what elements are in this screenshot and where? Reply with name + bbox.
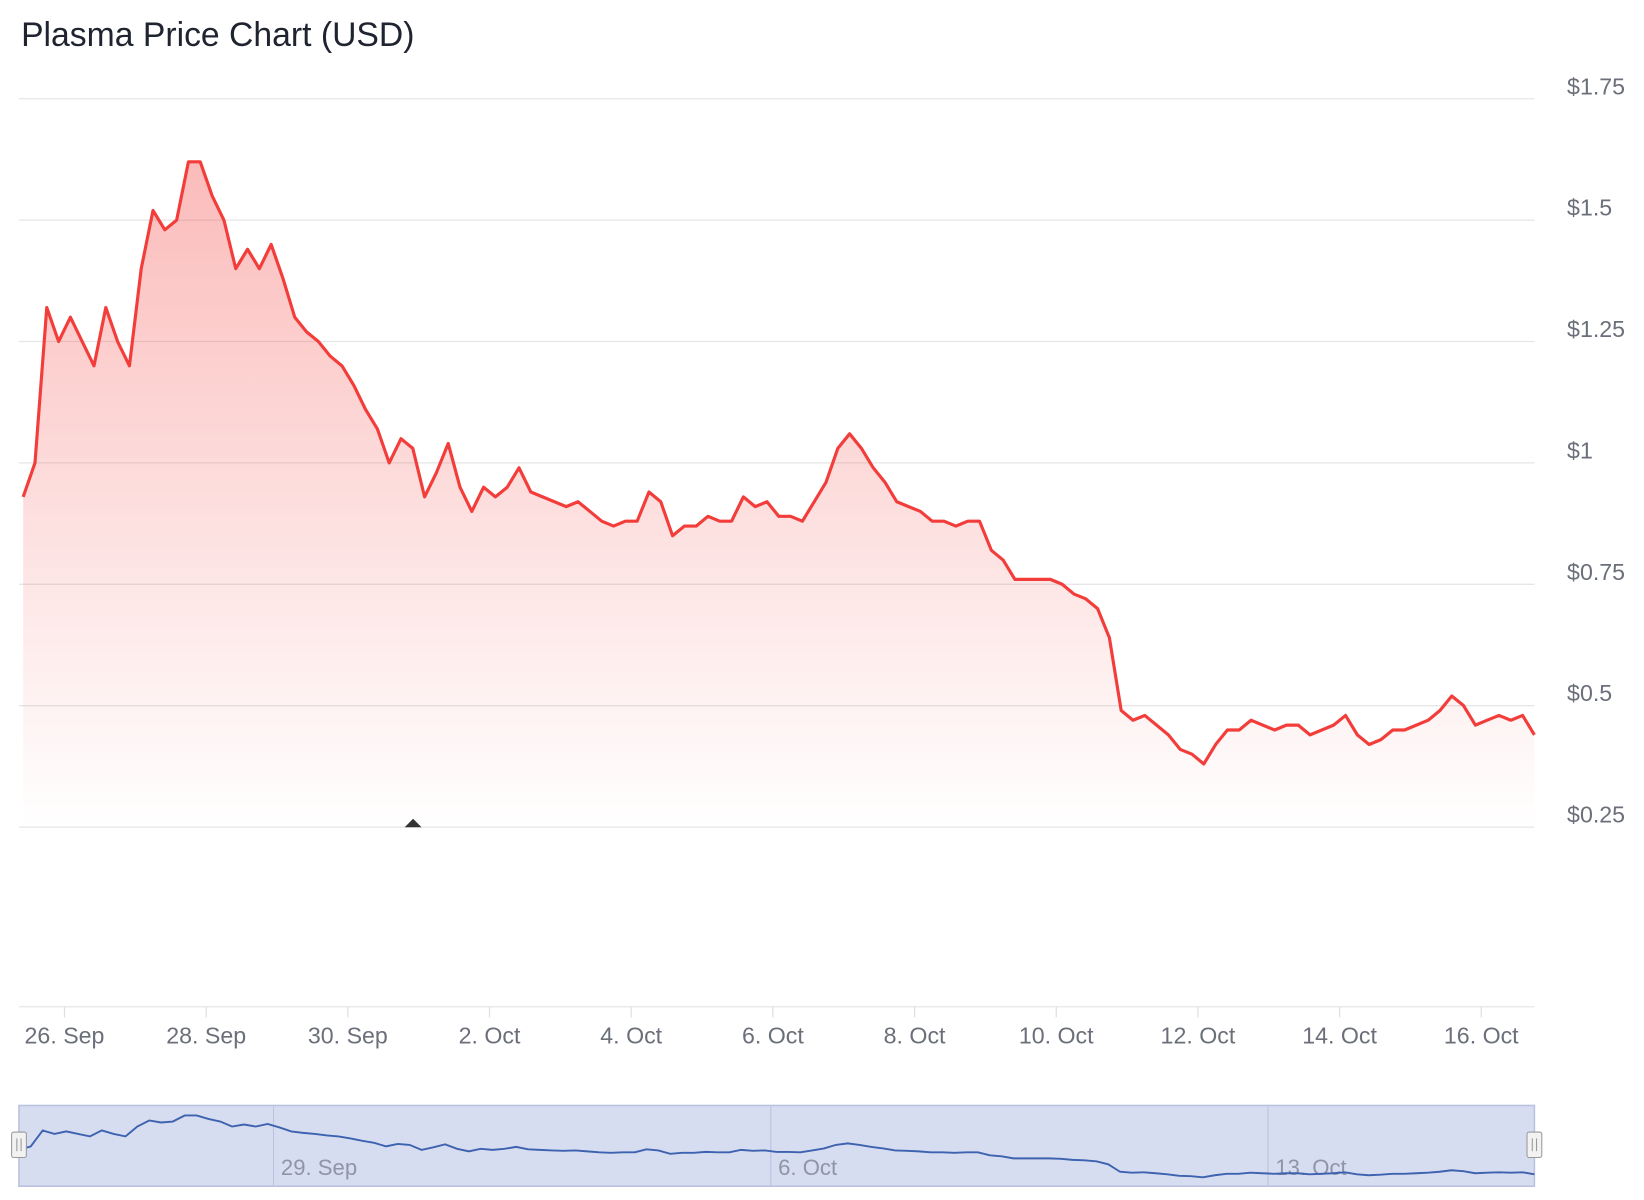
x-tick-label: 2. Oct [459,1023,521,1049]
navigator-handle-right[interactable] [1526,1131,1543,1159]
y-tick-label: $0.75 [1567,559,1625,585]
y-tick-label: $1 [1567,437,1593,463]
y-tick-label: $1.75 [1567,73,1625,99]
price-area [23,161,1535,1007]
x-tick-label: 8. Oct [884,1023,946,1049]
navigator: 29. Sep 6. Oct 13. Oct [18,1106,1535,1187]
price-line [21,160,1536,766]
x-tick-label: 30. Sep [308,1023,388,1049]
x-tick-label: 16. Oct [1444,1023,1519,1049]
x-tick-label: 26. Sep [25,1023,105,1049]
flag-marker [404,818,422,828]
y-tick-label: $1.5 [1567,195,1612,221]
navigator-tick-label: 6. Oct [778,1155,837,1180]
y-tick-label: $0.5 [1567,680,1612,706]
y-tick-label: $0.25 [1567,802,1625,828]
x-tick-label: 4. Oct [600,1023,662,1049]
chart-title: Plasma Price Chart (USD) [21,16,414,54]
navigator-line [18,1114,1535,1179]
x-tick-label: 10. Oct [1019,1023,1094,1049]
navigator-tick-label: 13. Oct [1275,1155,1346,1180]
x-tick-label: 12. Oct [1161,1023,1236,1049]
axes: $0.25 $0.5 $0.75 $1 $1.25 $1.5 $1.75 26. Sep 28.… [18,73,1625,1049]
navigator-tick-label: 29. Sep [281,1155,357,1180]
x-tick-label: 6. Oct [742,1023,804,1049]
x-tick-label: 28. Sep [166,1023,246,1049]
plot-area [21,160,1536,1007]
x-tick-label: 14. Oct [1302,1023,1377,1049]
y-tick-label: $1.25 [1567,316,1625,342]
navigator-handle-left[interactable] [11,1131,27,1159]
